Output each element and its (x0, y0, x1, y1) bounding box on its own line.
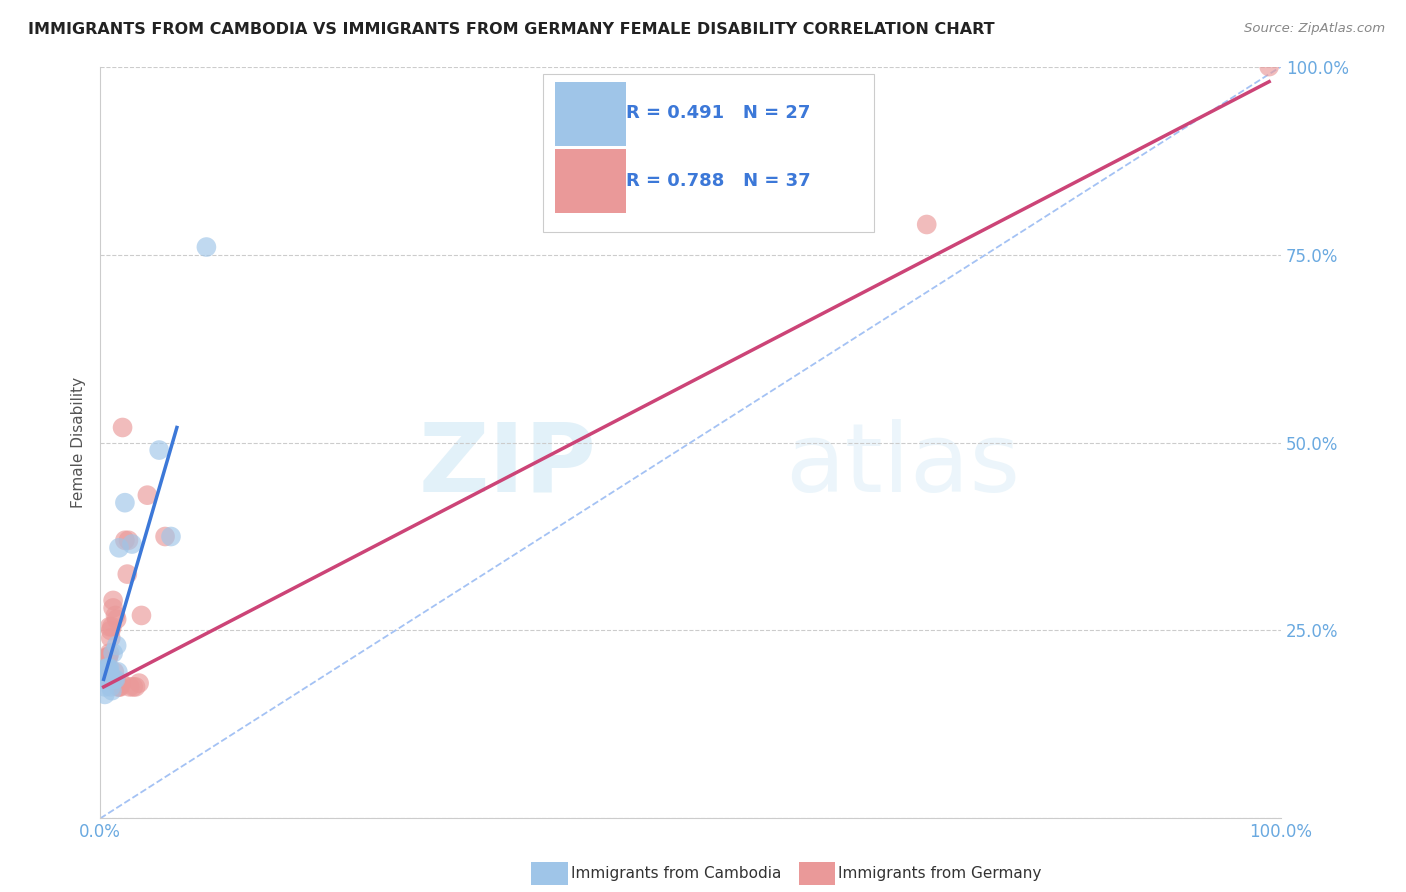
Point (98, 661, 121, 675)
Point (96, 665, 118, 679)
FancyBboxPatch shape (543, 74, 873, 232)
Point (94, 661, 117, 675)
Point (104, 673, 127, 687)
Point (101, 601, 124, 615)
Point (915, 218, 938, 232)
Text: Immigrants from Germany: Immigrants from Germany (838, 866, 1042, 880)
Point (153, 529, 176, 543)
Point (131, 608, 153, 623)
Point (98, 620, 121, 634)
Point (107, 665, 129, 679)
Point (94, 673, 117, 687)
Point (111, 420, 134, 434)
Point (1258, 60, 1281, 74)
Point (108, 541, 131, 555)
Point (100, 673, 122, 687)
Point (101, 620, 124, 634)
Point (97, 668, 120, 682)
Point (97, 661, 120, 675)
Point (105, 612, 128, 626)
Text: Source: ZipAtlas.com: Source: ZipAtlas.com (1244, 22, 1385, 36)
Point (122, 680, 145, 694)
Point (94, 687, 117, 701)
Point (96, 661, 118, 675)
FancyBboxPatch shape (555, 149, 626, 213)
Y-axis label: Female Disability: Female Disability (72, 377, 86, 508)
Point (98, 646, 121, 660)
Text: atlas: atlas (785, 418, 1021, 512)
Point (97, 649, 120, 664)
Text: R = 0.788   N = 37: R = 0.788 N = 37 (626, 172, 810, 190)
Point (94, 680, 117, 694)
Point (136, 488, 159, 502)
Point (97, 665, 120, 679)
Point (94, 668, 117, 682)
Point (103, 673, 125, 687)
Point (110, 676, 132, 690)
Point (148, 443, 170, 458)
FancyBboxPatch shape (555, 82, 626, 145)
Point (105, 639, 128, 653)
Point (100, 680, 122, 694)
Text: Immigrants from Cambodia: Immigrants from Cambodia (571, 866, 782, 880)
Text: ZIP: ZIP (418, 418, 596, 512)
Point (100, 624, 122, 638)
Point (160, 529, 183, 543)
Point (101, 646, 124, 660)
Point (108, 680, 131, 694)
Point (117, 533, 139, 548)
Point (103, 665, 125, 679)
Point (104, 608, 127, 623)
Point (108, 680, 131, 694)
Point (94, 665, 117, 679)
Point (93, 673, 115, 687)
Point (97, 649, 120, 664)
Text: R = 0.491   N = 27: R = 0.491 N = 27 (626, 104, 810, 122)
Point (124, 680, 146, 694)
Point (117, 567, 139, 582)
Point (96, 665, 118, 679)
Point (100, 631, 122, 645)
Point (93, 668, 115, 682)
Point (195, 240, 218, 254)
Point (96, 673, 118, 687)
Point (121, 537, 143, 551)
Point (114, 496, 136, 510)
Point (107, 680, 129, 694)
Point (128, 676, 150, 690)
Point (101, 593, 124, 607)
Point (114, 533, 136, 548)
Point (96, 649, 118, 664)
Point (103, 673, 125, 687)
Point (94, 661, 117, 675)
Text: IMMIGRANTS FROM CAMBODIA VS IMMIGRANTS FROM GERMANY FEMALE DISABILITY CORRELATIO: IMMIGRANTS FROM CAMBODIA VS IMMIGRANTS F… (28, 22, 995, 37)
Point (94, 654, 117, 668)
Point (98, 665, 121, 679)
Point (101, 683, 124, 698)
Point (118, 680, 141, 694)
